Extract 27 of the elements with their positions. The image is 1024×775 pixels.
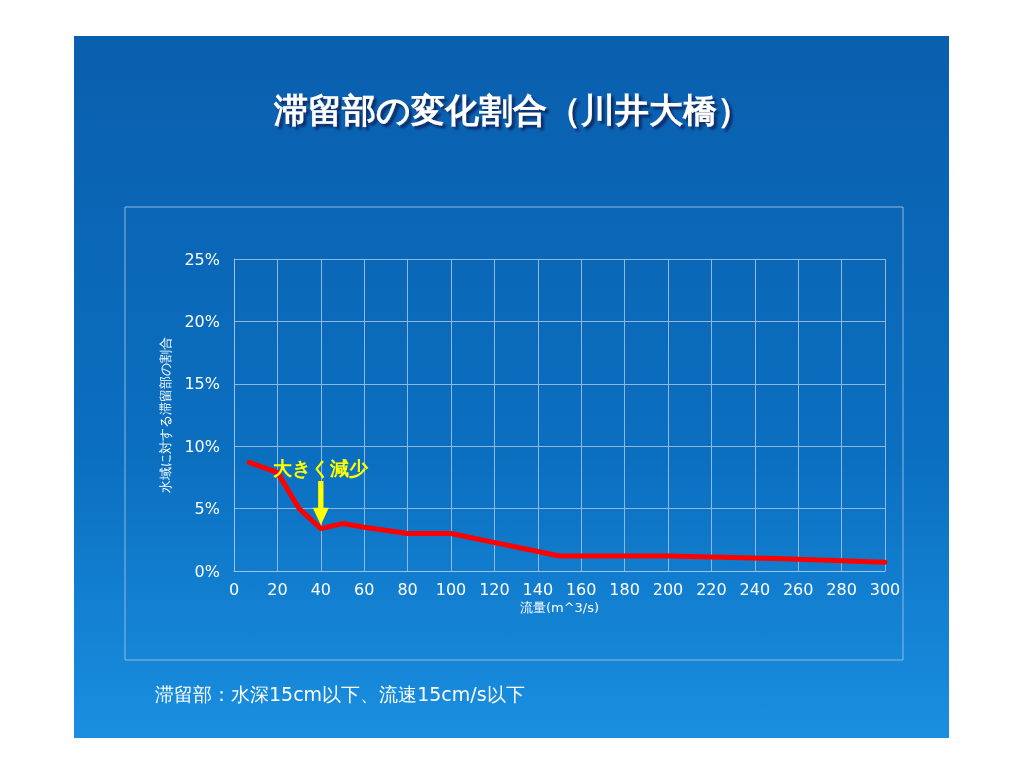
x-tick-label: 80 xyxy=(397,579,418,599)
x-tick-label: 220 xyxy=(696,579,727,599)
x-tick-label: 240 xyxy=(739,579,771,599)
x-tick-label: 40 xyxy=(310,579,331,599)
x-axis-title: 流量(m^3/s) xyxy=(519,600,600,615)
y-tick-label: 10% xyxy=(184,436,220,456)
y-tick-label: 5% xyxy=(194,499,220,519)
x-tick-label: 0 xyxy=(228,579,240,599)
y-tick-label: 20% xyxy=(184,311,220,331)
x-tick-label: 140 xyxy=(522,579,554,599)
x-tick-label: 20 xyxy=(267,579,288,599)
x-tick-label: 300 xyxy=(869,579,901,599)
x-tick-label: 260 xyxy=(782,579,814,599)
y-axis-title: 水域に対する滞留部の割合 xyxy=(158,337,173,493)
x-tick-label: 120 xyxy=(479,579,510,599)
x-tick-label: 180 xyxy=(609,579,640,599)
annotation: 大きく減少 xyxy=(273,456,370,479)
y-tick-label: 0% xyxy=(194,561,220,581)
y-tick-label: 15% xyxy=(184,374,220,394)
text: 滞留部：水深15cm以下、流速15cm/s以下 xyxy=(155,682,525,705)
y-tick-label: 25% xyxy=(184,249,220,269)
x-tick-label: 200 xyxy=(652,579,684,599)
x-tick-label: 280 xyxy=(826,579,857,599)
chart-title: 滞留部の変化割合（川井大橋） xyxy=(272,90,751,130)
x-tick-label: 160 xyxy=(565,579,597,599)
x-tick-label: 60 xyxy=(354,579,375,599)
x-tick-label: 100 xyxy=(435,579,467,599)
